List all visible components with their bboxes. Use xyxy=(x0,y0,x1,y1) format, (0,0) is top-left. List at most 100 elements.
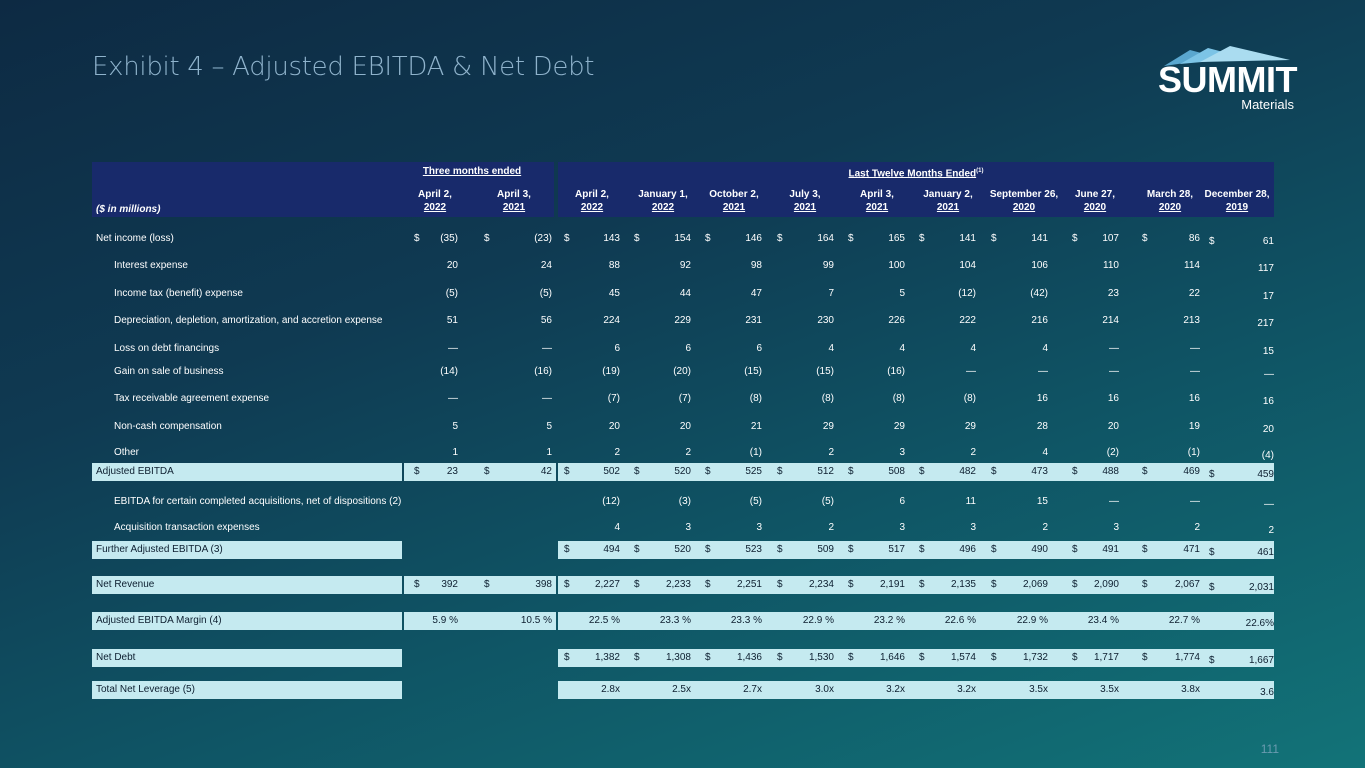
mountain-icon xyxy=(1164,46,1290,66)
summit-materials-logo: SUMMIT Materials xyxy=(1150,44,1300,116)
dollar-sign: $ xyxy=(634,233,640,244)
dollar-sign: $ xyxy=(634,466,640,477)
table-cell: 164 xyxy=(817,233,834,244)
table-cell: 21 xyxy=(750,421,762,432)
table-cell: 1,530 xyxy=(808,652,834,663)
row-highlight xyxy=(404,463,556,481)
table-cell: 16 xyxy=(1262,396,1274,407)
table-cell: 222 xyxy=(959,315,976,326)
page-title: Exhibit 4 – Adjusted EBITDA & Net Debt xyxy=(92,52,595,82)
table-row: Non-cash compensation 5 5 20 20 21 29 29 29 28 20 1… xyxy=(92,418,1274,436)
table-cell: 2,069 xyxy=(1022,579,1048,590)
table-cell: 22.5 % xyxy=(588,615,620,626)
table-cell: 231 xyxy=(745,315,762,326)
table-cell: 2 xyxy=(828,522,834,533)
table-cell: 6 xyxy=(614,343,620,354)
table-cell: 23.3 % xyxy=(659,615,691,626)
table-cell: 92 xyxy=(679,260,691,271)
dollar-sign: $ xyxy=(414,466,420,477)
table-cell: (12) xyxy=(602,496,620,507)
row-label: Interest expense xyxy=(114,260,188,271)
table-cell: 22.6 % xyxy=(944,615,976,626)
column-header: January 1, 2022 xyxy=(638,189,688,213)
table-cell: 5 xyxy=(546,421,552,432)
table-cell: 20 xyxy=(1107,421,1119,432)
table-cell: 47 xyxy=(750,288,762,299)
table-cell: — xyxy=(1264,499,1274,510)
row-label: Adjusted EBITDA Margin (4) xyxy=(96,615,222,626)
table-row: Net Debt $1,382 $1,308 $1,436 $1,530 $1,646 $1… xyxy=(92,649,1274,667)
table-cell: 512 xyxy=(817,466,834,477)
table-cell: 2.8x xyxy=(601,684,620,695)
table-cell: 24 xyxy=(540,260,552,271)
table-cell: 44 xyxy=(679,288,691,299)
table-cell: 3.8x xyxy=(1181,684,1200,695)
table-cell: (14) xyxy=(440,366,458,377)
table-cell: 20 xyxy=(608,421,620,432)
dollar-sign: $ xyxy=(1209,582,1215,593)
table-cell: 509 xyxy=(817,544,834,555)
table-cell: 224 xyxy=(603,315,620,326)
table-cell: (20) xyxy=(673,366,691,377)
table-cell: 5 xyxy=(899,288,905,299)
table-cell: 491 xyxy=(1102,544,1119,555)
table-cell: 110 xyxy=(1103,260,1119,271)
table-cell: 104 xyxy=(959,260,976,271)
table-cell: 473 xyxy=(1031,466,1048,477)
table-cell: 523 xyxy=(745,544,762,555)
page-number: 111 xyxy=(1260,742,1279,756)
dollar-sign: $ xyxy=(1072,544,1078,555)
header-band-right xyxy=(558,162,1274,217)
table-cell: 502 xyxy=(603,466,620,477)
table-cell: (8) xyxy=(821,393,834,404)
table-cell: 496 xyxy=(959,544,976,555)
table-cell: 23.4 % xyxy=(1087,615,1119,626)
table-cell: — xyxy=(1190,343,1200,354)
table-cell: 106 xyxy=(1031,260,1048,271)
table-cell: 216 xyxy=(1031,315,1048,326)
row-highlight xyxy=(558,681,1274,699)
row-highlight xyxy=(92,541,402,559)
table-cell: 1,308 xyxy=(665,652,691,663)
table-cell: 5 xyxy=(452,421,458,432)
table-row: Net Revenue $392 $398 $2,227 $2,233 $2,251 $2,… xyxy=(92,576,1274,594)
table-cell: 2,191 xyxy=(879,579,905,590)
table-cell: 107 xyxy=(1102,233,1119,244)
dollar-sign: $ xyxy=(991,544,997,555)
dollar-sign: $ xyxy=(848,233,854,244)
table-cell: 165 xyxy=(888,233,905,244)
table-cell: 61 xyxy=(1262,236,1274,247)
table-cell: 3 xyxy=(970,522,976,533)
dollar-sign: $ xyxy=(414,233,420,244)
table-cell: 22.7 % xyxy=(1168,615,1200,626)
table-cell: 4 xyxy=(1042,447,1048,458)
dollar-sign: $ xyxy=(1209,236,1215,247)
dollar-sign: $ xyxy=(1209,655,1215,666)
table-cell: 2.5x xyxy=(672,684,691,695)
row-label: Other xyxy=(114,447,140,458)
dollar-sign: $ xyxy=(919,544,925,555)
dollar-sign: $ xyxy=(919,652,925,663)
table-row: Further Adjusted EBITDA (3) $494 $520 $523 $… xyxy=(92,541,1274,559)
table-cell: — xyxy=(1109,496,1119,507)
dollar-sign: $ xyxy=(991,233,997,244)
table-cell: 23.3 % xyxy=(730,615,762,626)
table-cell: 2 xyxy=(1268,525,1274,536)
dollar-sign: $ xyxy=(991,466,997,477)
table-cell: 3 xyxy=(899,522,905,533)
dollar-sign: $ xyxy=(848,466,854,477)
table-row: Adjusted EBITDA Margin (4) 5.9 % 10.5 % 22.… xyxy=(92,612,1274,630)
table-cell: 141 xyxy=(959,233,976,244)
dollar-sign: $ xyxy=(564,233,570,244)
table-cell: 482 xyxy=(959,466,976,477)
table-cell: (19) xyxy=(602,366,620,377)
dollar-sign: $ xyxy=(705,466,711,477)
table-cell: 100 xyxy=(888,260,905,271)
row-label: Net Debt xyxy=(96,652,136,663)
table-cell: 525 xyxy=(745,466,762,477)
table-cell: (5) xyxy=(821,496,834,507)
table-cell: (16) xyxy=(534,366,552,377)
table-cell: 23 xyxy=(446,466,458,477)
table-cell: 469 xyxy=(1183,466,1200,477)
table-cell: (1) xyxy=(749,447,762,458)
